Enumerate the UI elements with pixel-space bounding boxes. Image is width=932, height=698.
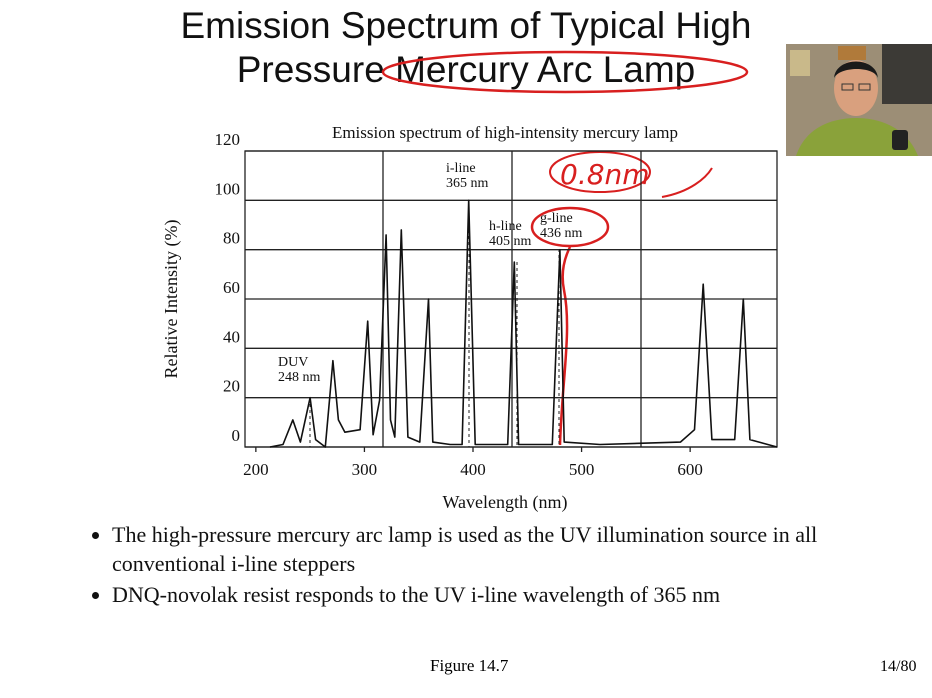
annotation: 436 nm [540,226,583,241]
x-tick-label: 400 [460,460,486,479]
spectrum-line [269,199,778,448]
annotation: 248 nm [278,370,321,385]
y-tick-label: 40 [223,327,240,346]
y-tick-label: 20 [223,377,240,396]
handwritten-note: 0.8nm [560,158,650,191]
x-tick-label: 600 [677,460,703,479]
chart-title: Emission spectrum of high-intensity merc… [332,123,678,142]
x-tick-label: 300 [352,460,378,479]
bullet-list: The high-pressure mercury arc lamp is us… [82,520,872,611]
page-number: 14/80 [880,658,917,675]
x-axis-label: Wavelength (nm) [442,492,567,513]
annotation: i-line [446,161,476,176]
bullet: The high-pressure mercury arc lamp is us… [112,520,872,578]
red-ink-circle [530,206,610,248]
annotation: 365 nm [446,176,489,191]
annotation: 405 nm [489,234,532,249]
red-ink-circle [549,151,651,193]
figure-caption: Figure 14.7 [430,656,509,675]
y-axis-label: Relative Intensity (%) [161,220,182,379]
plot-frame [244,150,778,448]
y-tick-label: 0 [232,426,241,445]
annotation: DUV [278,355,308,370]
webcam-feed [786,44,932,156]
y-tick-label: 120 [215,130,241,149]
y-tick-label: 60 [223,278,240,297]
y-tick-label: 80 [223,229,240,248]
red-ink-line [661,167,713,198]
annotation: h-line [489,219,522,234]
x-tick-label: 500 [569,460,595,479]
title-line: Emission Spectrum of Typical High [180,5,752,46]
annotation: g-line [540,211,573,226]
y-tick-label: 100 [215,179,241,198]
bullet: DNQ-novolak resist responds to the UV i-… [112,580,872,609]
red-ink-circle [381,50,749,94]
x-tick-label: 200 [243,460,269,479]
